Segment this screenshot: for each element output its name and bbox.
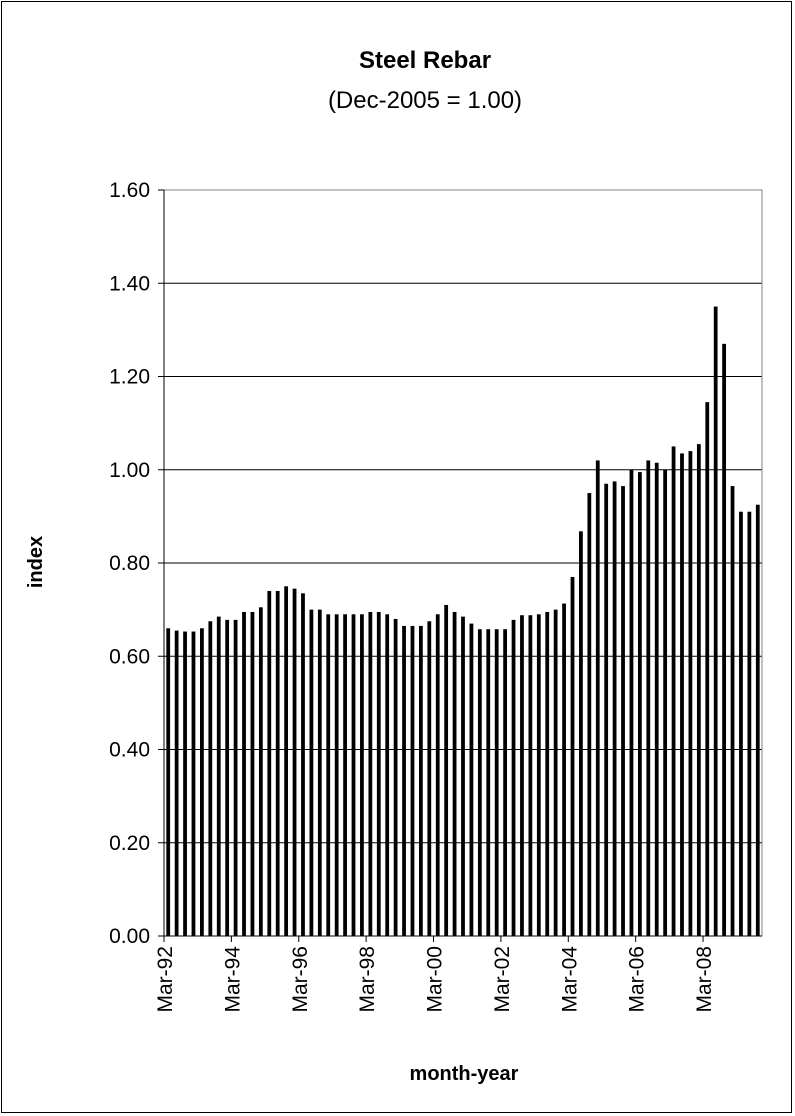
bar [705, 402, 710, 936]
bar [696, 444, 701, 936]
bar [292, 588, 297, 936]
bar [250, 611, 255, 936]
bar [275, 590, 280, 936]
bar [755, 504, 760, 936]
bar [671, 446, 676, 936]
bar [225, 619, 230, 936]
x-axis-title: month-year [410, 1063, 519, 1085]
x-tick-label: Mar-98 [356, 946, 379, 1013]
y-tick-label: 0.60 [109, 645, 150, 668]
bar [663, 469, 668, 936]
bar [444, 604, 449, 936]
bar [747, 511, 752, 936]
y-tick-label: 1.40 [109, 272, 150, 295]
bar [713, 306, 718, 936]
x-tick-label: Mar-94 [221, 946, 244, 1013]
bar [545, 611, 550, 936]
y-tick-label: 1.60 [109, 179, 150, 202]
y-tick-label: 0.40 [109, 739, 150, 762]
bar [317, 609, 322, 937]
bar [376, 611, 381, 936]
bar [595, 460, 600, 936]
bar [351, 614, 356, 936]
bar [334, 614, 339, 936]
x-tick-label: Mar-08 [693, 946, 716, 1013]
bar [208, 621, 213, 936]
bar [604, 483, 609, 936]
bar [654, 462, 659, 936]
bar [579, 531, 583, 936]
bar [461, 616, 465, 936]
bar [309, 609, 314, 937]
bar [536, 614, 541, 936]
bar [629, 469, 634, 936]
bar [326, 614, 331, 936]
bar [528, 615, 533, 936]
bar [258, 607, 263, 936]
bar [385, 614, 390, 936]
gridlines [164, 282, 762, 844]
y-tick-label: 0.00 [109, 925, 150, 948]
bar [621, 486, 625, 936]
y-tick-label: 1.00 [109, 459, 150, 482]
bar [200, 628, 204, 936]
bar [418, 625, 423, 936]
x-tick-label: Mar-00 [424, 946, 447, 1013]
bar [553, 609, 558, 937]
bar [587, 493, 592, 936]
bar [368, 611, 373, 936]
bar [360, 614, 364, 936]
bar [183, 631, 187, 936]
chart-subtitle: (Dec-2005 = 1.00) [328, 87, 522, 114]
y-tick-label: 0.20 [109, 832, 150, 855]
x-axis-ticks: Mar-92 Mar-94 Mar-96 Mar-98 Mar-00 Mar-02 Mar-… [154, 936, 716, 1013]
bar [174, 630, 179, 936]
x-tick-label: Mar-92 [154, 946, 177, 1013]
bar [520, 615, 524, 936]
bar [435, 614, 440, 936]
bar [191, 631, 196, 936]
bar [284, 586, 289, 936]
y-tick-label: 1.20 [109, 366, 150, 389]
bar [427, 621, 432, 936]
bar [730, 486, 735, 936]
bar [216, 616, 221, 936]
bar [503, 629, 508, 936]
bar [562, 603, 566, 936]
bar [637, 472, 642, 936]
bar [166, 628, 171, 936]
y-axis-title: index [25, 536, 47, 588]
bar [646, 460, 651, 936]
bar [680, 453, 684, 936]
bar [688, 451, 693, 936]
bar [402, 625, 406, 936]
x-tick-label: Mar-96 [289, 946, 312, 1013]
y-tick-label: 0.80 [109, 552, 150, 575]
bar [301, 593, 305, 936]
bar [410, 625, 415, 936]
bar [242, 611, 246, 936]
bars [166, 306, 760, 937]
x-tick-label: Mar-06 [626, 946, 649, 1013]
x-tick-label: Mar-04 [558, 946, 581, 1013]
bar [477, 629, 482, 936]
bar [233, 619, 238, 936]
chart-title: Steel Rebar [359, 47, 491, 74]
bar [343, 614, 347, 936]
bar [612, 481, 617, 936]
bar [739, 511, 743, 936]
y-axis-ticks: 0.00 0.20 0.40 0.60 0.80 1.00 1.20 1.40 1.60 [109, 179, 164, 948]
bar [570, 576, 575, 936]
bar [511, 619, 516, 936]
bar [494, 629, 499, 936]
bar [393, 618, 398, 936]
bar [267, 590, 272, 936]
x-tick-label: Mar-02 [491, 946, 514, 1013]
bar [722, 343, 726, 936]
bar [452, 611, 457, 936]
bar [486, 629, 491, 936]
bar [469, 623, 474, 936]
